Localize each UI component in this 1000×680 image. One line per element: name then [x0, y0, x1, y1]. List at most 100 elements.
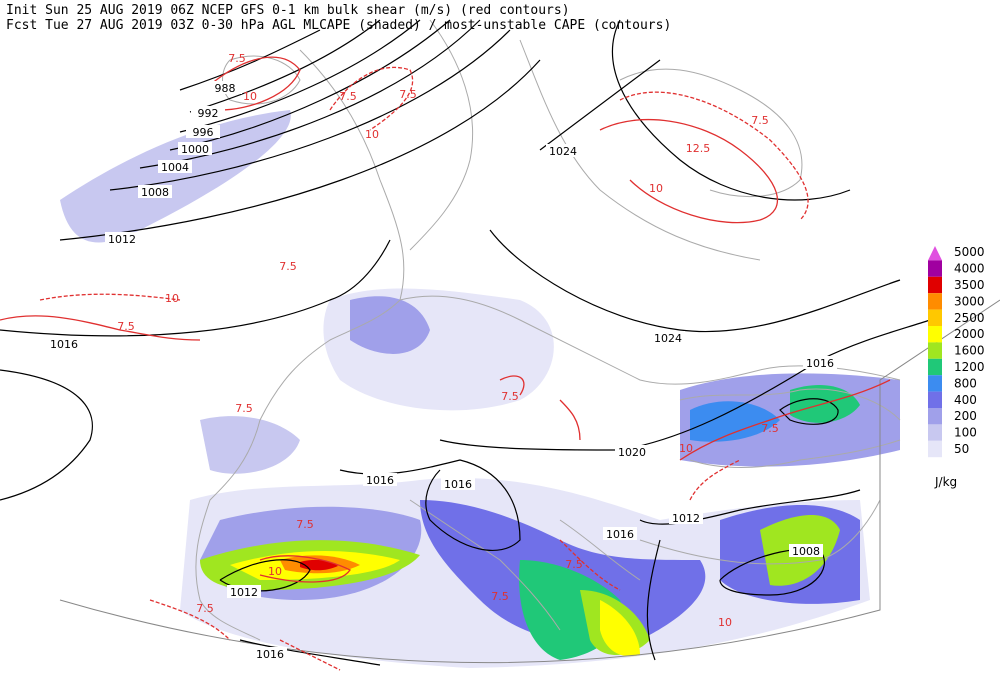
cape-area [60, 110, 291, 243]
colorbar-swatch [928, 260, 942, 277]
isobars [0, 19, 931, 666]
colorbar-arrow [928, 246, 942, 261]
shear-label: 7.5 [501, 390, 519, 403]
colorbar-swatch [928, 309, 942, 326]
label-box [158, 160, 192, 173]
header-line: Fcst Tue 27 AUG 2019 03Z 0-30 hPa AGL ML… [6, 18, 671, 33]
shear-contours [0, 56, 891, 671]
colorbar-label: 50 [954, 442, 969, 456]
colorbar-unit: J/kg [934, 475, 957, 489]
shear-label: 7.5 [228, 52, 246, 65]
label-box [186, 125, 220, 138]
isobar-label: 1016 [606, 528, 634, 541]
shear-label: 10 [649, 182, 663, 195]
colorbar-swatch [928, 408, 942, 425]
isobar-label: 1024 [654, 332, 682, 345]
label-box [253, 647, 287, 660]
header-line: Init Sun 25 AUG 2019 06Z NCEP GFS 0-1 km… [6, 3, 570, 18]
colorbar-label: 3500 [954, 278, 985, 292]
label-box [669, 511, 703, 524]
colorbar-swatch [928, 358, 942, 376]
label-box [47, 337, 81, 350]
colorbar-swatch [928, 375, 942, 392]
cape-area [350, 296, 430, 354]
shear-label: 10 [679, 442, 693, 455]
cape-area [300, 559, 338, 571]
label-box [546, 144, 580, 157]
shear-label: 7.5 [117, 320, 135, 333]
isobar-label: 1016 [256, 648, 284, 661]
shear-label: 7.5 [565, 558, 583, 571]
colorbar-swatch [928, 326, 942, 343]
label-box [178, 142, 212, 155]
shear-label: 10 [365, 128, 379, 141]
label-box [208, 81, 242, 94]
label-box [191, 106, 225, 119]
isobar-label: 1016 [366, 474, 394, 487]
isobar-label: 1012 [672, 512, 700, 525]
isobar-label: 1024 [549, 145, 577, 158]
shear-label: 7.5 [491, 590, 509, 603]
cape-area [600, 600, 640, 657]
colorbar-swatch [928, 391, 942, 408]
label-box [441, 477, 475, 490]
shear-label: 7.5 [399, 88, 417, 101]
cape-area [690, 401, 780, 442]
isobar-label: 1012 [108, 233, 136, 246]
colorbar-swatch [928, 440, 942, 458]
isobar-label: 1012 [230, 586, 258, 599]
shear-label: 7.5 [339, 90, 357, 103]
colorbar-label: 1200 [954, 360, 985, 374]
shear-label: 12.5 [686, 142, 711, 155]
cape-area [200, 416, 300, 474]
colorbar-label: 3000 [954, 294, 985, 308]
colorbar-label: 200 [954, 409, 977, 423]
label-box [615, 445, 649, 458]
shear-label: 7.5 [279, 260, 297, 273]
isobar-label: 1008 [141, 186, 169, 199]
contour-labels: 9889929961000100410081012101610241024101… [47, 52, 837, 661]
isobar-label: 1004 [161, 161, 189, 174]
colorbar-label: 2500 [954, 311, 985, 325]
colorbar-swatch [928, 293, 942, 310]
colorbar-swatch [928, 276, 942, 294]
isobar-label: 1016 [444, 478, 472, 491]
shear-label: 7.5 [196, 602, 214, 615]
label-box [789, 544, 823, 557]
isobar-label: 996 [193, 126, 214, 139]
colorbar-swatch [928, 424, 942, 441]
isobar-label: 988 [215, 82, 236, 95]
isobar-label: 992 [198, 107, 219, 120]
colorbar-swatch [928, 342, 942, 359]
colorbar-label: 100 [954, 426, 977, 440]
colorbar-label: 2000 [954, 327, 985, 341]
label-box [651, 331, 685, 344]
colorbar-label: 4000 [954, 262, 985, 276]
colorbar-label: 1600 [954, 344, 985, 358]
isobar-label: 1016 [806, 357, 834, 370]
isobar-label: 1000 [181, 143, 209, 156]
label-box [105, 232, 139, 245]
shear-label: 7.5 [296, 518, 314, 531]
colorbar-label: 800 [954, 376, 977, 390]
label-box [603, 527, 637, 540]
isobar-label: 1020 [618, 446, 646, 459]
colorbar-label: 400 [954, 393, 977, 407]
label-box [138, 185, 172, 198]
isobar-label: 1008 [792, 545, 820, 558]
colorbar: 5000 4000 3500 3000 2500 2000 1600 1200 800 400 20… [928, 245, 985, 458]
shear-label: 10 [243, 90, 257, 103]
shear-label: 7.5 [761, 422, 779, 435]
shear-label: 10 [718, 616, 732, 629]
shear-label: 7.5 [235, 402, 253, 415]
colorbar-label: 5000 [954, 245, 985, 259]
shear-label: 7.5 [751, 114, 769, 127]
shear-label: 10 [165, 292, 179, 305]
shear-label: 10 [268, 565, 282, 578]
label-box [227, 585, 261, 598]
coastlines [195, 19, 901, 641]
label-box [363, 473, 397, 486]
label-box [803, 356, 837, 369]
map-boundary [59, 299, 1000, 664]
